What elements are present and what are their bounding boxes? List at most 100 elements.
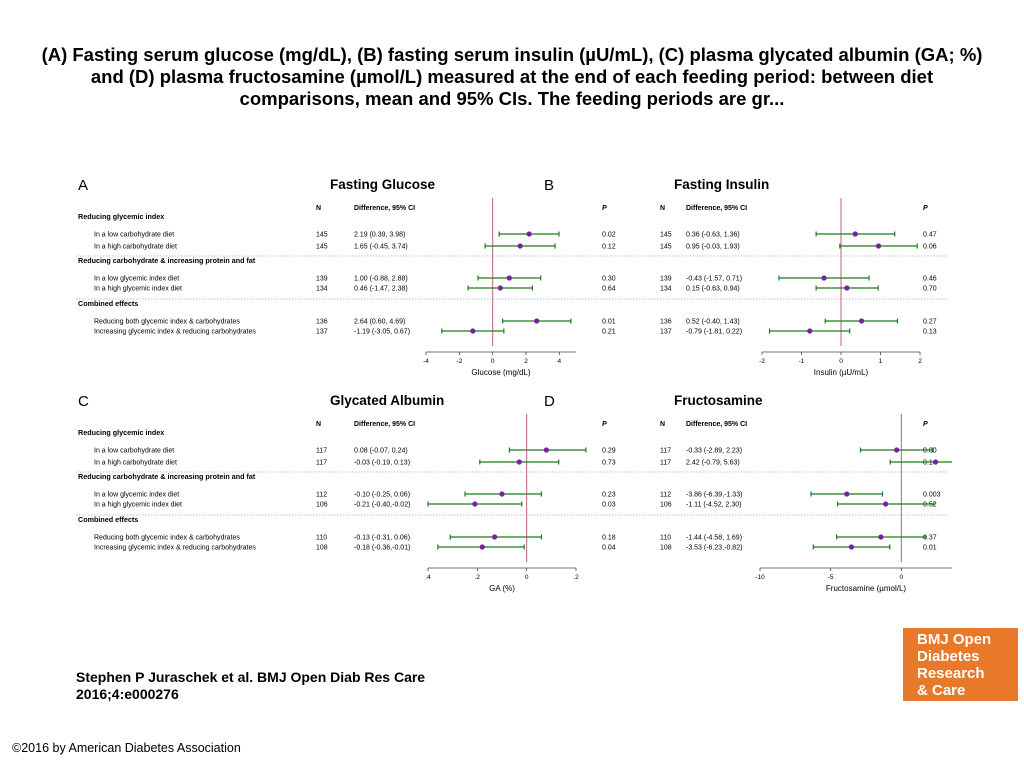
panel-b-row-difference: 0.95 (-0.03, 1.93) — [686, 244, 740, 251]
panel-a-header-diff: Difference, 95% CI — [354, 205, 415, 212]
panel-d-x-tick-label: -10 — [755, 574, 765, 581]
panel-d-row-n: 117 — [660, 448, 671, 455]
panel-d-x-tick-label: -5 — [828, 574, 834, 581]
panel-a-point-estimate — [526, 231, 532, 237]
panel-d-title: Fructosamine — [674, 393, 763, 408]
panel-b-row-difference: 0.52 (-0.40, 1.43) — [686, 319, 740, 326]
citation: Stephen P Juraschek et al. BMJ Open Diab… — [76, 669, 425, 703]
panel-c-row-label: Reducing both glycemic index & carbohydr… — [94, 535, 240, 542]
panel-d-row-difference: 2.42 (-0.79, 5.63) — [686, 460, 740, 467]
panel-c-point-estimate — [472, 501, 478, 507]
panel-b-point-estimate — [858, 318, 865, 324]
panel-d-row-difference: -1.11 (-4.52, 2.30) — [686, 502, 742, 509]
panel-c-x-tick-label: .2 — [475, 574, 481, 581]
panel-a-row-n: 137 — [316, 329, 328, 336]
panel-c-row-n: 112 — [316, 492, 327, 499]
panel-d-point-estimate — [844, 491, 850, 497]
panel-d-row-n: 117 — [660, 460, 671, 467]
panel-a-row-p: 0.01 — [602, 319, 616, 326]
panel-d-row-p: 0.14 — [923, 460, 937, 467]
panel-c-point-estimate — [516, 459, 522, 465]
panel-a-row-n: 145 — [316, 232, 328, 239]
panel-c-row-label: In a low glycemic index diet — [94, 492, 179, 499]
panel-c-row-label: In a low carbohydrate diet — [94, 448, 174, 455]
forest-plot-figure: A Fasting Glucose N Difference, 95% CI P -4 -2… — [76, 177, 952, 593]
panel-a-header-n: N — [316, 205, 321, 212]
panel-d-x-label: Fructosamine (µmol/L) — [826, 584, 907, 593]
panel-b-header-n: N — [660, 205, 665, 212]
logo-line-3: Research — [917, 665, 985, 682]
panel-c-header-n: N — [316, 421, 321, 428]
panel-a-point-estimate — [470, 328, 476, 334]
panel-d-point-estimate — [883, 501, 889, 507]
panel-d-row-p: 0.01 — [923, 545, 937, 552]
panel-d-row-difference: -3.53 (-6.23,-0.82) — [686, 545, 742, 552]
panel-a-x-tick-label: 2 — [524, 358, 528, 365]
panel-a-row-difference: 1.65 (-0.45, 3.74) — [354, 244, 408, 251]
panel-d-row-difference: -1.44 (-4.58, 1.69) — [686, 535, 742, 542]
panel-b-row-n: 136 — [660, 319, 672, 326]
panel-a-header-p: P — [602, 205, 607, 212]
panel-c-row-n: 106 — [316, 502, 328, 509]
panel-b-row-p: 0.13 — [923, 329, 937, 336]
panel-a-group-label: Reducing carbohydrate & increasing prote… — [78, 256, 256, 265]
logo-line-1: BMJ Open — [917, 631, 992, 648]
panel-c-x-label: GA (%) — [489, 584, 515, 593]
panel-b-point-estimate — [821, 275, 827, 281]
panel-c-group-label: Reducing glycemic index — [78, 428, 164, 437]
panel-a-x-tick-label: -4 — [423, 358, 429, 365]
panel-a-row-difference: -1.19 (-3.05, 0.67) — [354, 329, 410, 336]
panel-b-row-p: 0.47 — [923, 232, 937, 239]
panel-b-row-p: 0.46 — [923, 276, 937, 283]
panel-a-point-estimate — [517, 243, 523, 249]
panel-a-row-difference: 2.19 (0.39, 3.98) — [354, 232, 405, 239]
panel-a-row-p: 0.30 — [602, 276, 616, 283]
panel-a-row-p: 0.12 — [602, 244, 616, 251]
panel-b-row-p: 0.06 — [923, 244, 937, 251]
panel-c-row-difference: -0.18 (-0.36,-0.01) — [354, 545, 410, 552]
panel-b-point-estimate — [852, 231, 858, 237]
panel-a-row-difference: 1.00 (-0.88, 2.88) — [354, 276, 408, 283]
panel-c-group-label: Reducing carbohydrate & increasing prote… — [78, 472, 256, 481]
panel-a-row-label: In a low glycemic index diet — [94, 276, 179, 283]
panel-c-point-estimate — [543, 447, 549, 453]
panel-a-point-estimate — [534, 318, 540, 324]
panel-d-point-estimate — [878, 534, 884, 540]
panel-a-x-tick-label: 0 — [491, 358, 495, 365]
panel-a-row-n: 145 — [316, 244, 328, 251]
panel-c-row-p: 0.73 — [602, 460, 616, 467]
panel-c-row-label: Increasing glycemic index & reducing car… — [94, 545, 256, 552]
panel-c-x-tick-label: .2 — [573, 574, 579, 581]
panel-a-letter: A — [78, 177, 88, 194]
panel-c-point-estimate — [479, 544, 485, 550]
panel-d-row-p: 0.37 — [923, 535, 937, 542]
panel-c-title: Glycated Albumin — [330, 393, 444, 408]
panel-a-row-label: In a low carbohydrate diet — [94, 232, 174, 239]
panel-a-title: Fasting Glucose — [330, 177, 436, 192]
panel-c-row-difference: -0.13 (-0.31, 0.06) — [354, 535, 410, 542]
panel-b-row-n: 139 — [660, 276, 672, 283]
panel-d-row-n: 106 — [660, 502, 672, 509]
panel-c-row-label: In a high glycemic index diet — [94, 502, 182, 509]
panel-c-row-p: 0.29 — [602, 448, 616, 455]
panel-b-row-difference: 0.36 (-0.63, 1.36) — [686, 232, 740, 239]
panel-c-row-n: 110 — [316, 535, 327, 542]
logo-line-4: & Care — [917, 682, 966, 699]
panel-c-header-diff: Difference, 95% CI — [354, 421, 415, 428]
panel-c-x-tick-label: 0 — [525, 574, 529, 581]
panel-a-row-difference: 0.46 (-1.47, 2.38) — [354, 286, 408, 293]
panel-b-x-tick-label: 2 — [918, 358, 922, 365]
panel-a-x-label: Glucose (mg/dL) — [471, 368, 530, 377]
panel-c-letter: C — [78, 393, 89, 410]
panel-d-point-estimate — [932, 459, 939, 465]
panel-a-row-label: In a high carbohydrate diet — [94, 244, 177, 251]
panel-d-row-n: 108 — [660, 545, 672, 552]
panel-d-header-diff: Difference, 95% CI — [686, 421, 747, 428]
panel-d-header-n: N — [660, 421, 665, 428]
panel-a-row-n: 136 — [316, 319, 328, 326]
panel-c-row-p: 0.03 — [602, 502, 616, 509]
panel-d-row-difference: -3.86 (-6.39,-1.33) — [686, 492, 742, 499]
panel-d-row-n: 110 — [660, 535, 671, 542]
citation-line-1: Stephen P Juraschek et al. BMJ Open Diab… — [76, 669, 426, 685]
panel-c-header-p: P — [602, 421, 607, 428]
